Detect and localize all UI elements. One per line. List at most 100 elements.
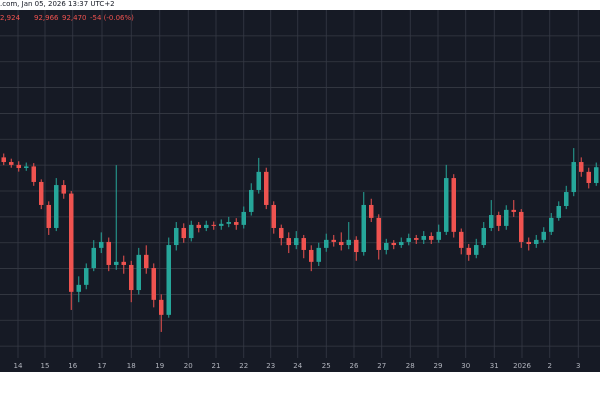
candle-body <box>474 245 479 255</box>
candle-body <box>444 178 449 232</box>
candle-body <box>204 224 209 228</box>
candle-body <box>399 241 404 246</box>
candle-body <box>549 217 554 232</box>
candle-body <box>256 171 261 190</box>
candle-body <box>421 235 426 240</box>
candle-body <box>489 215 494 228</box>
candle-body <box>9 162 14 165</box>
source-text: .com, Jan 05, 2026 13:37 UTC+2 <box>0 0 115 8</box>
candle-body <box>39 181 44 205</box>
grid <box>0 10 600 358</box>
x-tick-label: 18 <box>127 362 136 370</box>
candle-body <box>301 238 306 250</box>
candle-body <box>166 245 171 315</box>
candle-body <box>316 247 321 262</box>
candle-body <box>534 239 539 245</box>
candle-body <box>91 247 96 269</box>
candle-body <box>121 261 126 265</box>
candle-body <box>286 238 291 246</box>
candle-body <box>376 217 381 250</box>
legend-value: -54 (-0.06%) <box>90 14 134 22</box>
candle-body <box>16 164 21 168</box>
candle-body <box>241 211 246 225</box>
x-tick-label: 17 <box>98 362 107 370</box>
candle-body <box>519 211 524 242</box>
candle-body <box>504 209 509 226</box>
candle-body <box>196 224 201 228</box>
candle-body <box>234 222 239 225</box>
candle-body <box>69 193 74 292</box>
candle-body <box>384 242 389 250</box>
x-tick-label: 31 <box>490 362 499 370</box>
x-tick-label: 20 <box>184 362 193 370</box>
candle-body <box>564 192 569 206</box>
x-tick-label: 22 <box>239 362 248 370</box>
x-tick-label: 14 <box>14 362 23 370</box>
candle-body <box>54 185 59 228</box>
x-tick-label: 28 <box>406 362 415 370</box>
candle-body <box>151 268 156 300</box>
candle-body <box>114 261 119 265</box>
x-tick-label: 23 <box>266 362 275 370</box>
candle-body <box>541 231 546 240</box>
candle-body <box>429 235 434 240</box>
x-tick-label: 21 <box>212 362 221 370</box>
x-tick-label: 24 <box>293 362 302 370</box>
candle-body <box>361 204 366 253</box>
legend-value: 92,966 <box>34 14 59 22</box>
candle-body <box>511 209 516 212</box>
candle-body <box>331 239 336 242</box>
candle-body <box>249 189 254 212</box>
candles <box>1 148 599 332</box>
x-tick-label: 2026 <box>513 362 531 370</box>
candle-body <box>271 204 276 228</box>
candle-body <box>579 162 584 172</box>
candle-body <box>31 166 36 182</box>
candle-body <box>459 231 464 248</box>
x-tick-label: 26 <box>350 362 359 370</box>
candle-body <box>556 205 561 218</box>
candle-body <box>309 249 314 262</box>
candle-body <box>451 178 456 232</box>
candle-body <box>159 299 164 315</box>
candle-body <box>264 171 269 205</box>
x-tick-label: 16 <box>68 362 77 370</box>
candle-body <box>339 241 344 246</box>
candle-body <box>466 247 471 255</box>
candle-body <box>571 162 576 193</box>
candle-body <box>84 268 89 285</box>
candle-body <box>189 224 194 239</box>
x-tick-label: 2 <box>548 362 552 370</box>
candle-body <box>226 222 231 224</box>
legend-value: 2,924 <box>0 14 21 22</box>
candle-body <box>279 227 284 239</box>
x-tick-label: 29 <box>434 362 443 370</box>
candle-body <box>76 284 81 292</box>
candle-body <box>496 215 501 226</box>
candle-body <box>594 167 599 183</box>
candle-body <box>211 224 216 226</box>
candle-body <box>481 227 486 246</box>
x-tick-label: 30 <box>461 362 470 370</box>
candle-body <box>144 254 149 269</box>
candle-body <box>294 238 299 246</box>
candle-body <box>586 171 591 183</box>
candle-body <box>414 238 419 240</box>
candle-body <box>346 239 351 246</box>
x-tick-label: 3 <box>576 362 580 370</box>
candle-body <box>526 241 531 245</box>
x-tick-label: 27 <box>377 362 386 370</box>
candle-body <box>61 185 66 194</box>
x-tick-label: 25 <box>322 362 331 370</box>
candle-body <box>174 227 179 246</box>
candle-body <box>324 239 329 248</box>
candle-body <box>354 239 359 253</box>
candle-body <box>181 227 186 239</box>
candle-body <box>129 264 134 291</box>
candle-body <box>24 166 29 168</box>
candle-body <box>391 242 396 246</box>
candle-body <box>369 204 374 218</box>
candle-body <box>106 241 111 265</box>
